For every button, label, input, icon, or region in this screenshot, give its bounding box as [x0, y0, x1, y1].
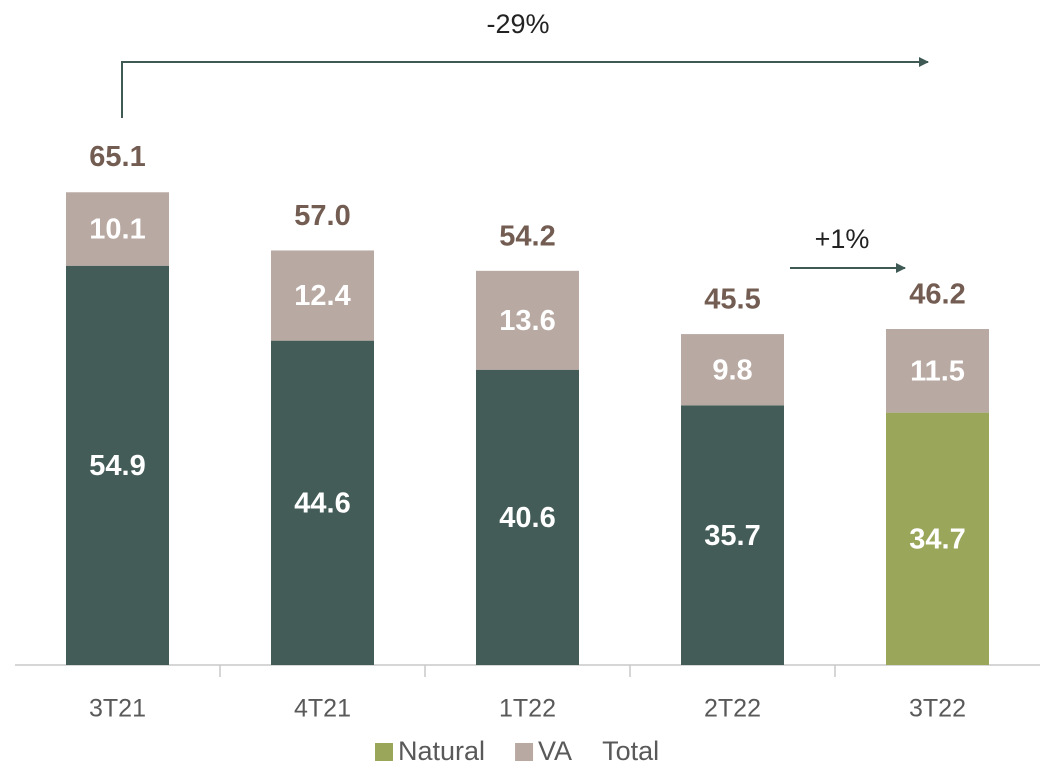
total-label: 54.2 [499, 220, 555, 252]
bar-segment [886, 329, 989, 413]
bar-segment [476, 369, 579, 665]
bar-segment [886, 412, 989, 665]
value-label: 44.6 [294, 487, 350, 519]
value-label: 13.6 [499, 305, 555, 337]
legend-swatch [375, 743, 393, 761]
bar-segment [681, 405, 784, 665]
total-label: 46.2 [909, 279, 965, 311]
value-label: 11.5 [910, 355, 965, 387]
bar-segment [681, 334, 784, 406]
total-label: 57.0 [294, 200, 350, 232]
bar-segment [66, 265, 169, 665]
value-label: 35.7 [704, 520, 760, 552]
legend-label: Natural [398, 736, 485, 766]
x-tick-label: 4T21 [294, 695, 351, 723]
x-tick-label: 3T21 [89, 695, 146, 723]
annotation: +1% [815, 224, 870, 254]
value-label: 54.9 [89, 450, 145, 482]
legend-label: Total [602, 736, 659, 766]
value-label: 10.1 [89, 214, 145, 246]
legend-label: VA [538, 736, 572, 766]
total-label: 65.1 [89, 141, 145, 173]
total-label: 45.5 [704, 284, 760, 316]
bar-segment [476, 270, 579, 370]
x-tick-label: 2T22 [704, 695, 761, 723]
value-label: 34.7 [909, 523, 965, 555]
value-label: 9.8 [712, 354, 752, 386]
x-tick-label: 3T22 [909, 695, 966, 723]
legend-swatch [515, 743, 534, 761]
annotation: -29% [486, 9, 549, 39]
x-tick-label: 1T22 [499, 695, 556, 723]
arrow [121, 57, 929, 118]
bar-segment [271, 250, 374, 341]
bar-segment [271, 340, 374, 665]
value-label: 12.4 [294, 280, 350, 312]
value-label: 40.6 [499, 502, 555, 534]
bar-segment [66, 192, 169, 266]
